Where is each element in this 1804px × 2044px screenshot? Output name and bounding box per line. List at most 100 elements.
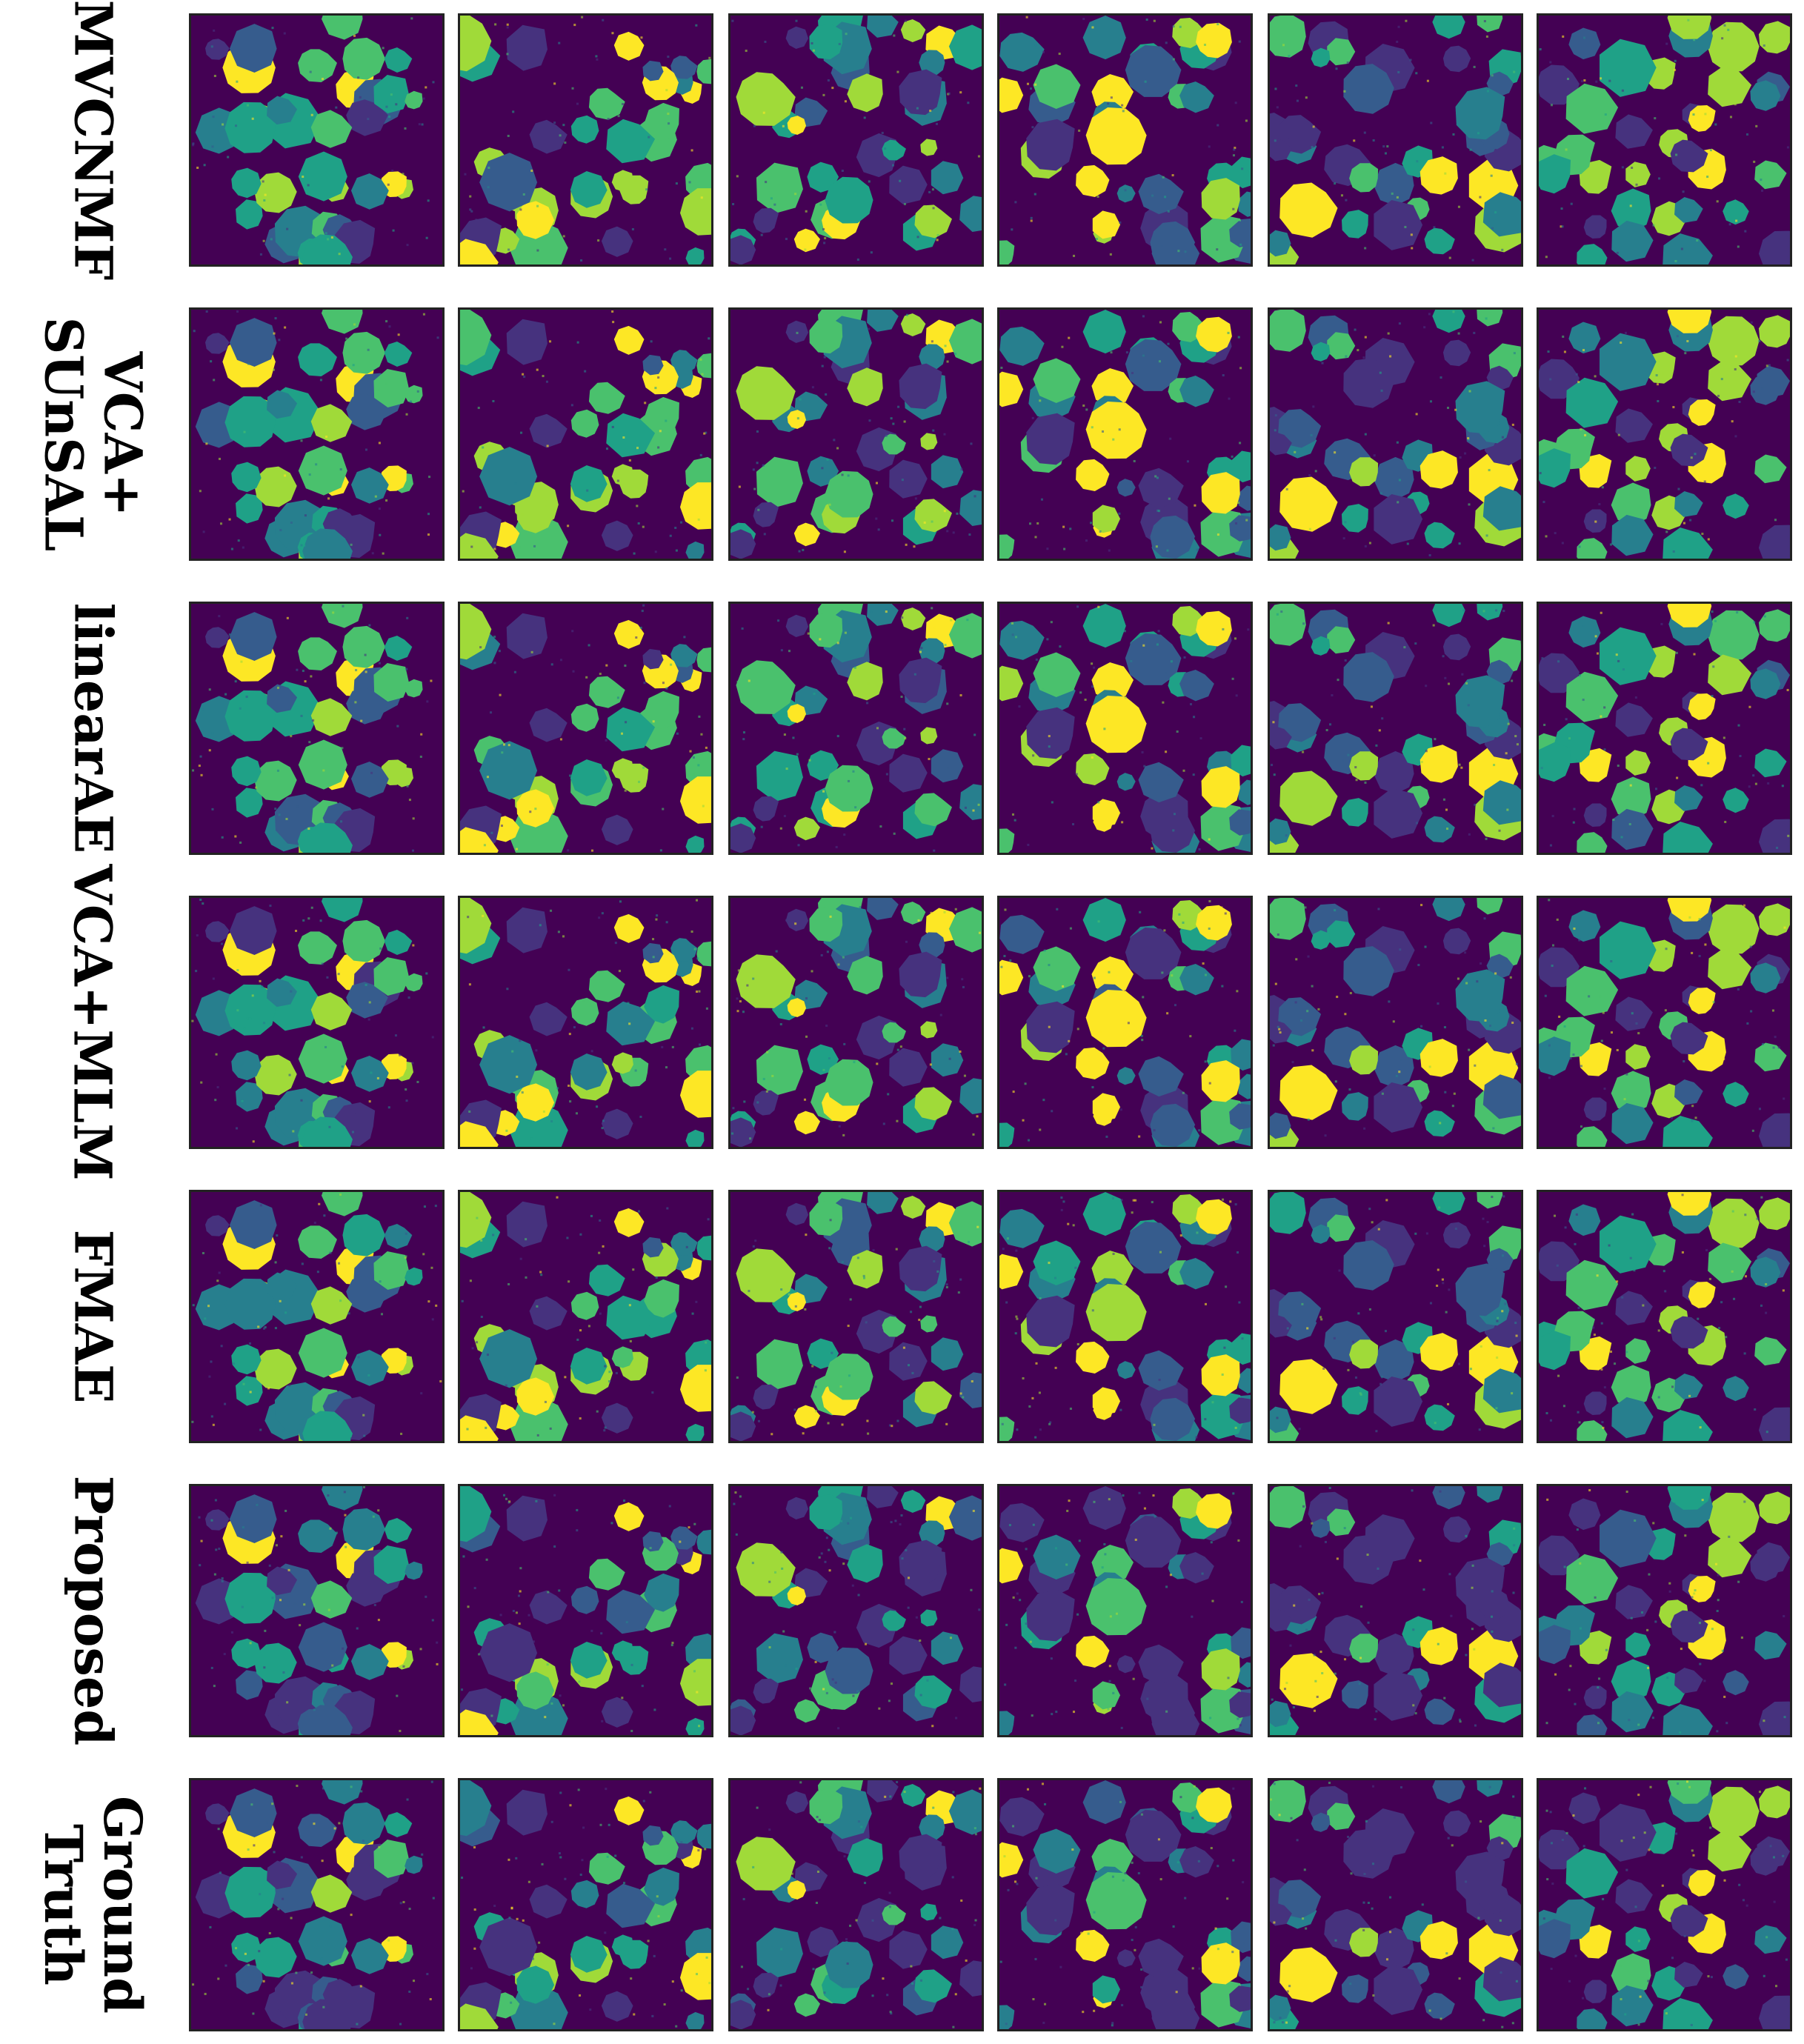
map-noise-pixel [1156,509,1159,512]
map-noise-pixel [1328,1487,1331,1490]
map-noise-pixel [462,1555,465,1558]
map-blob [785,614,809,638]
map-blob [730,529,756,559]
map-noise-pixel [519,1257,522,1260]
map-noise-pixel [736,997,739,1000]
map-noise-pixel [505,1384,507,1387]
map-blob [1568,616,1601,648]
map-noise-pixel [1012,1596,1015,1599]
map-blob [1374,199,1423,250]
map-blob [931,455,964,489]
map-blob [1723,1964,1749,1990]
map-noise-pixel [399,1902,402,1905]
map-noise-pixel [1300,1019,1303,1022]
map-noise-pixel [1637,1940,1640,1943]
map-noise-pixel [202,530,205,533]
map-blob [405,1267,423,1286]
map-blob [1758,315,1790,348]
map-noise-pixel [999,1960,1002,1963]
map-noise-pixel [354,701,357,704]
map-blob [1707,610,1760,660]
map-noise-pixel [505,1129,508,1132]
map-blob [753,796,779,822]
map-blob [1758,1701,1790,1735]
map-noise-pixel [262,1980,265,1983]
map-noise-pixel [742,1897,745,1900]
map-noise-pixel [310,675,313,678]
map-noise-pixel [1704,943,1707,946]
map-noise-pixel [1108,1680,1111,1682]
map-noise-pixel [829,1219,832,1222]
map-noise-pixel [1752,774,1755,777]
map-noise-pixel [599,673,602,676]
map-noise-pixel [1562,335,1565,338]
map-noise-pixel [1499,1919,1502,1922]
map-blob [195,696,239,742]
map-noise-pixel [1459,456,1462,459]
map-noise-pixel [332,611,335,614]
map-noise-pixel [763,533,766,536]
map-noise-pixel [1704,113,1707,116]
map-noise-pixel [1562,35,1565,38]
map-blob [1442,339,1471,367]
map-blob [236,199,263,230]
map-blob [1237,1662,1251,1688]
map-noise-pixel [1344,659,1347,662]
map-noise-pixel [1103,728,1106,730]
map-noise-pixel [1620,342,1622,344]
map-noise-pixel [405,1232,407,1235]
map-blob [1349,163,1379,193]
map-noise-pixel [1342,537,1345,540]
map-noise-pixel [564,1376,567,1379]
map-noise-pixel [427,533,430,536]
map-blob [1179,1258,1214,1290]
map-noise-pixel [1071,823,1075,826]
map-noise-pixel [1142,996,1145,999]
map-noise-pixel [916,119,919,121]
map-noise-pixel [645,188,648,191]
map-blob [506,1201,547,1248]
map-noise-pixel [1234,147,1236,150]
map-noise-pixel [513,1708,516,1711]
map-noise-pixel [1122,1494,1125,1497]
map-blob [1611,1102,1654,1145]
map-noise-pixel [933,849,936,852]
abundance-map-image [1270,1486,1521,1735]
map-noise-pixel [1285,2021,1288,2024]
map-noise-pixel [1558,1015,1561,1018]
map-blob [1432,1780,1465,1804]
map-noise-pixel [546,1663,549,1666]
map-blob [900,1490,926,1513]
map-noise-pixel [1439,376,1442,379]
map-blob [999,1502,1045,1542]
map-noise-pixel [1480,1820,1482,1823]
map-blob [1708,654,1752,696]
map-noise-pixel [1563,350,1566,353]
map-noise-pixel [1211,1599,1214,1602]
map-noise-pixel [945,1422,948,1425]
map-blob [231,756,262,787]
map-blob [1477,310,1503,327]
map-noise-pixel [1334,1672,1337,1675]
map-noise-pixel [1598,1677,1601,1680]
map-blob [1076,1635,1110,1668]
map-blob [1539,448,1571,488]
map-noise-pixel [868,419,871,422]
map-noise-pixel [1625,1351,1628,1354]
map-noise-pixel [247,1848,250,1851]
map-noise-pixel [1349,1983,1352,1985]
map-blob [1125,44,1182,97]
map-noise-pixel [240,660,243,663]
map-noise-pixel [785,768,788,770]
map-noise-pixel [1175,1991,1178,1994]
map-noise-pixel [944,344,947,347]
map-blob [1278,1585,1322,1625]
map-noise-pixel [581,16,584,19]
map-noise-pixel [1774,1985,1778,1988]
map-blob [1611,482,1651,525]
map-noise-pixel [690,149,693,152]
map-noise-pixel [916,236,919,239]
map-noise-pixel [977,803,980,806]
map-blob [224,1278,276,1330]
map-blob [570,1585,599,1614]
